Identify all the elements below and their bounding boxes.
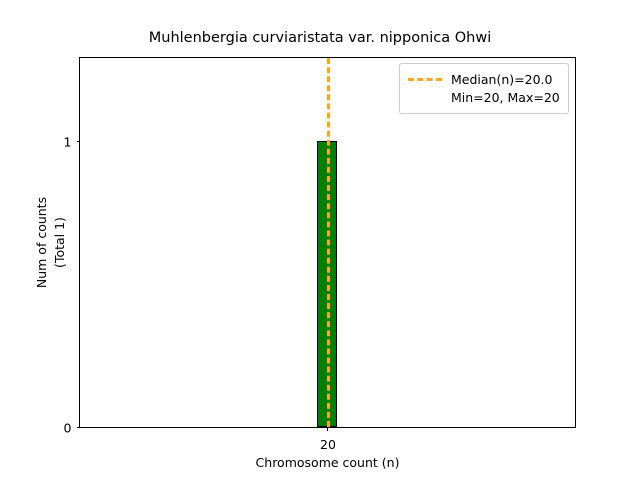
blank-swatch-icon xyxy=(408,96,442,99)
legend-label-median: Median(n)=20.0 xyxy=(451,71,553,87)
legend: Median(n)=20.0 Min=20, Max=20 xyxy=(399,63,569,114)
y-axis-label-total: (Total 1) xyxy=(52,217,67,268)
ytick-label-1: 1 xyxy=(63,134,72,150)
y-axis-label: Num of counts xyxy=(34,196,49,289)
plot-axes: 0 1 20 xyxy=(64,57,576,452)
ytick-mark-0: 0 xyxy=(64,421,80,436)
xtick-mark-20: 20 xyxy=(320,427,336,452)
xtick-label-20: 20 xyxy=(320,436,336,452)
dashed-line-icon xyxy=(408,77,442,81)
ytick-mark-1: 1 xyxy=(64,135,80,150)
legend-entry-minmax: Min=20, Max=20 xyxy=(408,88,560,106)
ytick-label-0: 0 xyxy=(63,420,72,436)
bar-20 xyxy=(317,141,337,427)
x-axis-label: Chromosome count (n) xyxy=(255,455,400,470)
legend-entry-median: Median(n)=20.0 xyxy=(408,70,560,88)
median-line xyxy=(327,58,330,427)
plot-area: 0 1 20 xyxy=(64,58,575,452)
page-title: Muhlenbergia curviaristata var. nipponic… xyxy=(148,30,492,46)
legend-label-minmax: Min=20, Max=20 xyxy=(451,89,560,105)
